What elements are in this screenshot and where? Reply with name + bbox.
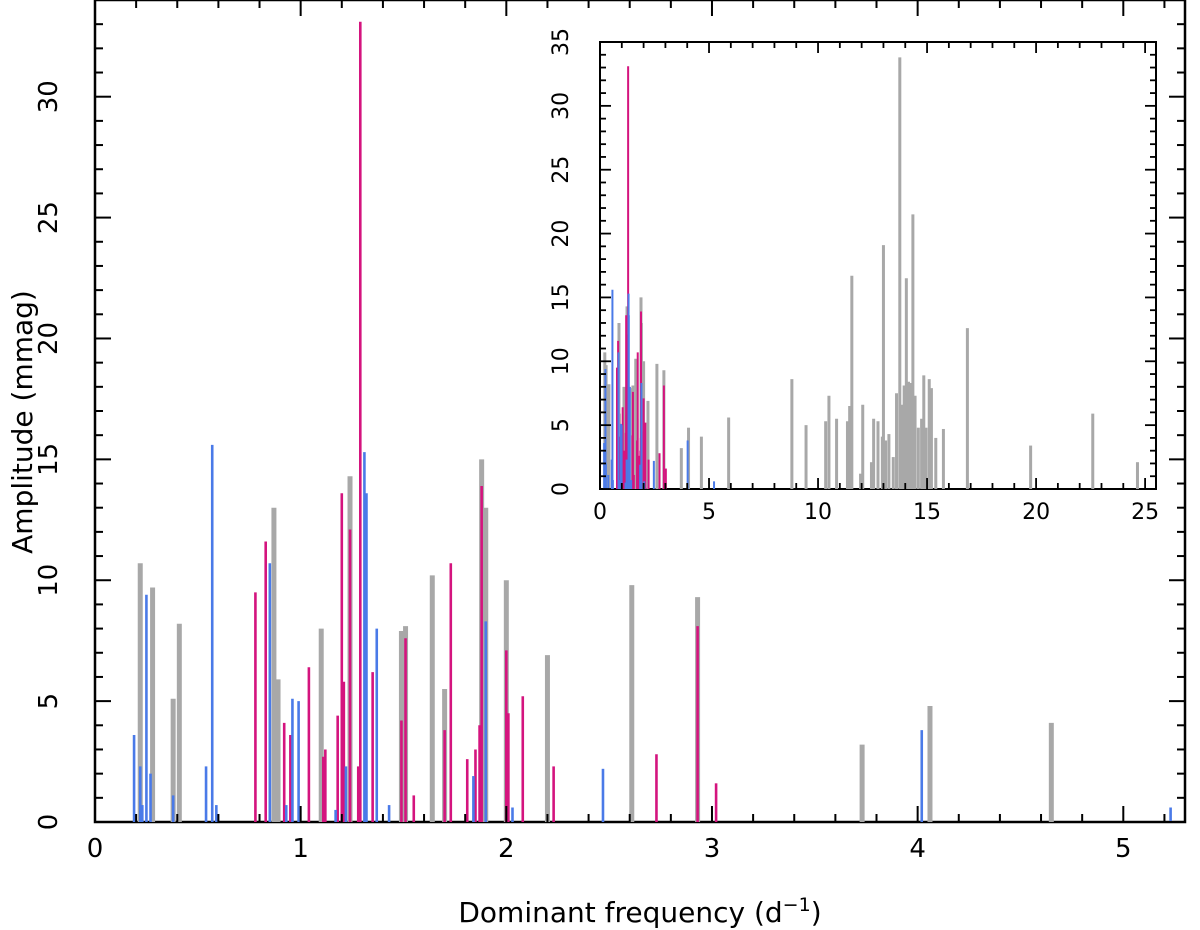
y-tick-label: 10 <box>34 564 64 597</box>
y-tick-label: 25 <box>549 156 574 184</box>
y-tick-label: 25 <box>34 201 64 234</box>
x-axis-label: Dominant frequency (d−1) <box>458 894 821 929</box>
y-tick-label: 30 <box>549 92 574 120</box>
y-axis-label: Amplitude (mmag) <box>6 290 39 554</box>
y-tick-label: 0 <box>549 482 574 496</box>
y-tick-label: 20 <box>549 220 574 248</box>
y-tick-label: 15 <box>549 283 574 311</box>
y-tick-label: 0 <box>34 814 64 831</box>
y-tick-label: 35 <box>549 28 574 56</box>
x-tick-label: 1 <box>292 834 309 864</box>
y-tick-label: 10 <box>549 347 574 375</box>
plot-frame <box>599 41 1157 490</box>
x-tick-label: 25 <box>1131 500 1159 525</box>
x-tick-label: 15 <box>913 500 941 525</box>
y-tick-label: 30 <box>34 80 64 113</box>
y-tick-label: 5 <box>34 693 64 710</box>
y-tick-label: 20 <box>34 322 64 355</box>
x-tick-label: 3 <box>704 834 721 864</box>
x-tick-label: 5 <box>1115 834 1132 864</box>
x-tick-label: 0 <box>87 834 104 864</box>
x-tick-label: 2 <box>498 834 515 864</box>
y-tick-label: 5 <box>549 418 574 432</box>
inset-plot: 0 5 10 15 20 25 0 5 10 15 20 25 30 35 <box>549 28 1159 525</box>
y-tick-label: 15 <box>34 443 64 476</box>
x-tick-label: 4 <box>909 834 926 864</box>
x-tick-label: 10 <box>804 500 832 525</box>
x-tick-label: 0 <box>593 500 607 525</box>
x-tick-label: 5 <box>702 500 716 525</box>
x-tick-label: 20 <box>1022 500 1050 525</box>
